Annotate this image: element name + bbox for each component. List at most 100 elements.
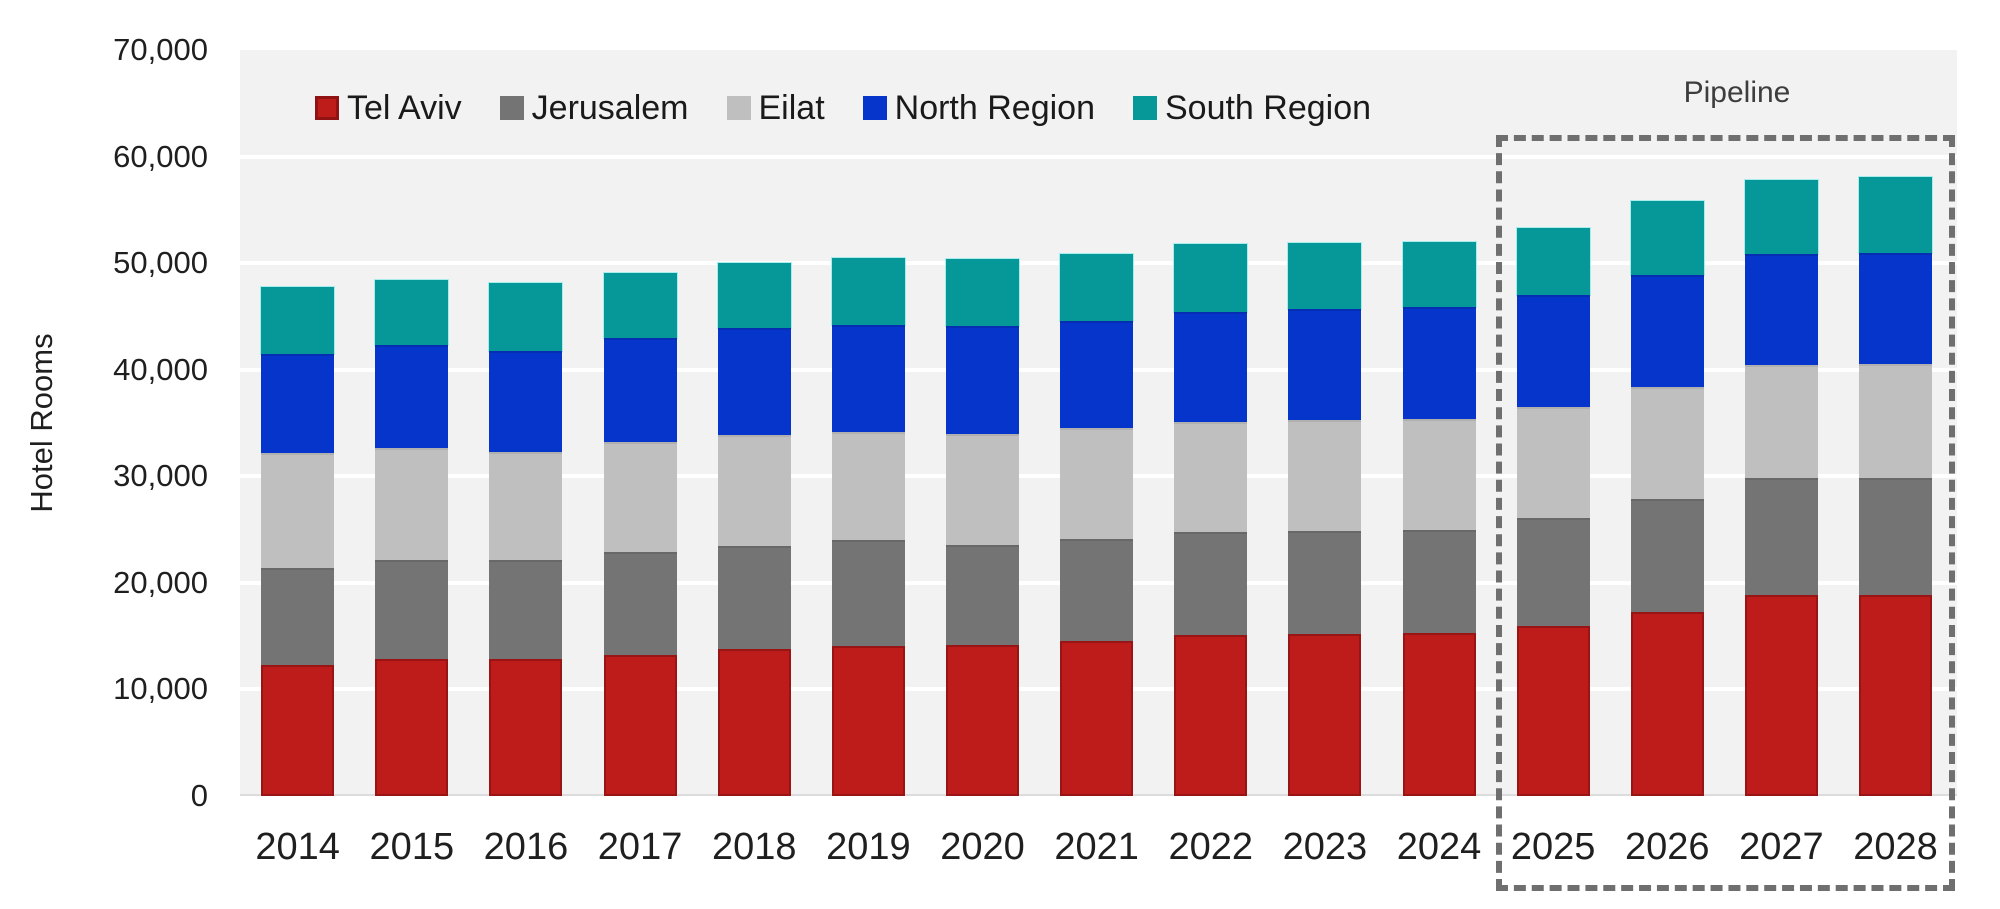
bar-segment-south-region-2021: [1060, 253, 1134, 321]
bar-segment-south-region-2028: [1859, 176, 1933, 253]
bar-segment-eilat-2028: [1859, 364, 1933, 479]
bar-segment-eilat-2015: [375, 447, 449, 561]
legend-item-jerusalem: Jerusalem: [499, 89, 689, 127]
y-tick-label-60000: 60,000: [113, 138, 208, 174]
legend-label: North Region: [894, 89, 1095, 127]
x-tick-label-2024: 2024: [1396, 826, 1482, 868]
y-tick-label-10000: 10,000: [113, 671, 208, 707]
bar-2016: [489, 283, 563, 796]
bar-segment-jerusalem-2019: [831, 540, 905, 646]
x-tick-label-2015: 2015: [369, 826, 455, 868]
bar-segment-eilat-2019: [831, 431, 905, 541]
legend-label: Jerusalem: [531, 89, 689, 127]
bar-2020: [945, 258, 1019, 796]
bar-segment-tel-aviv-2019: [831, 645, 905, 796]
plot-area: [240, 50, 1957, 796]
bar-segment-jerusalem-2022: [1174, 531, 1248, 636]
legend-item-south-region: South Region: [1132, 89, 1372, 127]
bar-segment-tel-aviv-2020: [945, 644, 1019, 796]
bar-segment-jerusalem-2026: [1630, 498, 1704, 612]
bar-segment-tel-aviv-2018: [717, 648, 791, 796]
bar-segment-eilat-2021: [1060, 428, 1134, 540]
legend-label: South Region: [1164, 89, 1372, 127]
bar-segment-north-region-2016: [489, 350, 563, 452]
bar-segment-north-region-2019: [831, 324, 905, 432]
bar-segment-north-region-2017: [603, 337, 677, 443]
bar-segment-tel-aviv-2023: [1288, 634, 1362, 796]
pipeline-dashed-box: [1496, 135, 1955, 891]
bar-2027: [1744, 180, 1818, 796]
bar-2014: [261, 286, 335, 796]
x-tick-label-2016: 2016: [483, 826, 569, 868]
bar-2015: [375, 280, 449, 796]
legend-label: Eilat: [758, 89, 825, 127]
legend-swatch-icon: [1132, 96, 1157, 120]
bar-segment-tel-aviv-2026: [1630, 611, 1704, 796]
legend-swatch-icon: [862, 96, 887, 120]
y-tick-label-50000: 50,000: [113, 245, 208, 281]
bar-segment-south-region-2015: [375, 280, 449, 346]
bar-segment-south-region-2018: [717, 263, 791, 329]
x-tick-label-2014: 2014: [255, 826, 340, 868]
bar-segment-tel-aviv-2024: [1402, 632, 1476, 796]
bar-segment-south-region-2017: [603, 272, 677, 338]
x-tick-label-2025: 2025: [1510, 826, 1596, 868]
bar-segment-south-region-2019: [831, 257, 905, 325]
x-tick-label-2021: 2021: [1054, 826, 1139, 868]
bar-segment-north-region-2028: [1859, 252, 1933, 365]
bar-segment-north-region-2026: [1630, 274, 1704, 387]
bar-segment-jerusalem-2017: [603, 551, 677, 656]
bar-2017: [603, 272, 677, 796]
bar-segment-south-region-2014: [261, 286, 335, 354]
bar-2023: [1288, 242, 1362, 796]
bar-segment-jerusalem-2020: [945, 544, 1019, 645]
bar-segment-jerusalem-2023: [1288, 530, 1362, 635]
bar-segment-north-region-2023: [1288, 309, 1362, 420]
bar-segment-south-region-2027: [1744, 180, 1818, 254]
bar-segment-eilat-2027: [1744, 365, 1818, 479]
bar-segment-north-region-2020: [945, 326, 1019, 434]
bar-segment-jerusalem-2021: [1060, 539, 1134, 642]
legend-item-tel-aviv: Tel Aviv: [315, 89, 462, 127]
bar-2022: [1174, 244, 1248, 796]
legend-label: Tel Aviv: [347, 89, 462, 127]
bar-segment-north-region-2027: [1744, 253, 1818, 366]
legend-swatch-icon: [499, 96, 524, 120]
bar-segment-south-region-2022: [1174, 244, 1248, 313]
bar-segment-eilat-2017: [603, 442, 677, 552]
bar-segment-tel-aviv-2021: [1060, 641, 1134, 796]
bar-segment-north-region-2014: [261, 353, 335, 453]
bar-segment-north-region-2021: [1060, 320, 1134, 429]
bar-segment-jerusalem-2014: [261, 567, 335, 665]
bar-segment-jerusalem-2024: [1402, 529, 1476, 633]
x-tick-label-2020: 2020: [940, 826, 1025, 868]
bar-segment-eilat-2020: [945, 433, 1019, 545]
bar-segment-north-region-2025: [1516, 295, 1590, 408]
bar-segment-eilat-2014: [261, 452, 335, 568]
bar-segment-tel-aviv-2017: [603, 655, 677, 796]
bar-segment-eilat-2026: [1630, 386, 1704, 499]
bar-segment-jerusalem-2016: [489, 560, 563, 659]
bar-2026: [1630, 201, 1704, 796]
bar-segment-tel-aviv-2015: [375, 658, 449, 796]
legend-item-north-region: North Region: [862, 89, 1095, 127]
bar-segment-jerusalem-2015: [375, 560, 449, 659]
bar-segment-eilat-2023: [1288, 419, 1362, 531]
bar-segment-south-region-2020: [945, 258, 1019, 327]
bar-2019: [831, 257, 905, 796]
bar-segment-jerusalem-2028: [1859, 478, 1933, 595]
bar-segment-north-region-2024: [1402, 306, 1476, 419]
legend-swatch-icon: [315, 96, 339, 120]
bar-segment-jerusalem-2025: [1516, 517, 1590, 626]
x-tick-label-2022: 2022: [1168, 826, 1253, 868]
bar-2025: [1516, 228, 1590, 796]
x-tick-label-2018: 2018: [711, 826, 797, 868]
x-tick-label-2019: 2019: [826, 826, 911, 868]
y-tick-label-40000: 40,000: [113, 351, 208, 387]
bar-segment-south-region-2026: [1630, 201, 1704, 275]
bar-segment-tel-aviv-2028: [1859, 594, 1933, 796]
bar-2028: [1859, 176, 1933, 796]
bar-segment-south-region-2024: [1402, 241, 1476, 307]
gridline: [240, 154, 1957, 159]
